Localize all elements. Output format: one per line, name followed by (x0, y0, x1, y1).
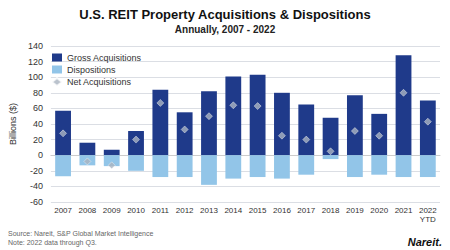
svg-text:Gross Acquisitions: Gross Acquisitions (67, 53, 142, 63)
svg-text:Billions ($): Billions ($) (8, 103, 18, 145)
svg-text:2018: 2018 (322, 206, 340, 215)
svg-text:YTD: YTD (420, 215, 436, 224)
svg-text:2013: 2013 (200, 206, 218, 215)
svg-text:40: 40 (33, 119, 43, 129)
svg-text:60: 60 (33, 103, 43, 113)
svg-text:Net Acquisitions: Net Acquisitions (67, 77, 132, 87)
svg-text:2016: 2016 (273, 206, 291, 215)
svg-text:2020: 2020 (370, 206, 388, 215)
svg-text:-60: -60 (30, 197, 43, 207)
svg-text:Note: 2022 data through Q3.: Note: 2022 data through Q3. (8, 239, 97, 247)
svg-text:140: 140 (28, 41, 43, 51)
svg-text:Nareit.: Nareit. (408, 236, 442, 248)
svg-text:-40: -40 (30, 181, 43, 191)
svg-text:U.S. REIT Property Acquisition: U.S. REIT Property Acquisitions & Dispos… (79, 7, 370, 22)
svg-text:2015: 2015 (249, 206, 267, 215)
svg-text:Annually, 2007 - 2022: Annually, 2007 - 2022 (175, 24, 276, 35)
svg-text:20: 20 (33, 135, 43, 145)
svg-text:2008: 2008 (78, 206, 96, 215)
svg-text:2012: 2012 (176, 206, 194, 215)
svg-text:2007: 2007 (54, 206, 72, 215)
svg-text:2010: 2010 (127, 206, 145, 215)
svg-text:2019: 2019 (346, 206, 364, 215)
svg-text:80: 80 (33, 88, 43, 98)
svg-text:2009: 2009 (103, 206, 121, 215)
svg-text:Dispositions: Dispositions (67, 65, 116, 75)
svg-text:120: 120 (28, 57, 43, 67)
svg-text:2021: 2021 (395, 206, 413, 215)
svg-text:2014: 2014 (224, 206, 242, 215)
svg-text:-20: -20 (30, 166, 43, 176)
svg-text:2017: 2017 (297, 206, 315, 215)
svg-text:Source: Nareit, S&P Global Mar: Source: Nareit, S&P Global Market Intell… (8, 230, 153, 238)
svg-text:0: 0 (38, 150, 43, 160)
svg-text:2011: 2011 (152, 206, 170, 215)
svg-text:2022: 2022 (419, 206, 437, 215)
svg-text:100: 100 (28, 72, 43, 82)
